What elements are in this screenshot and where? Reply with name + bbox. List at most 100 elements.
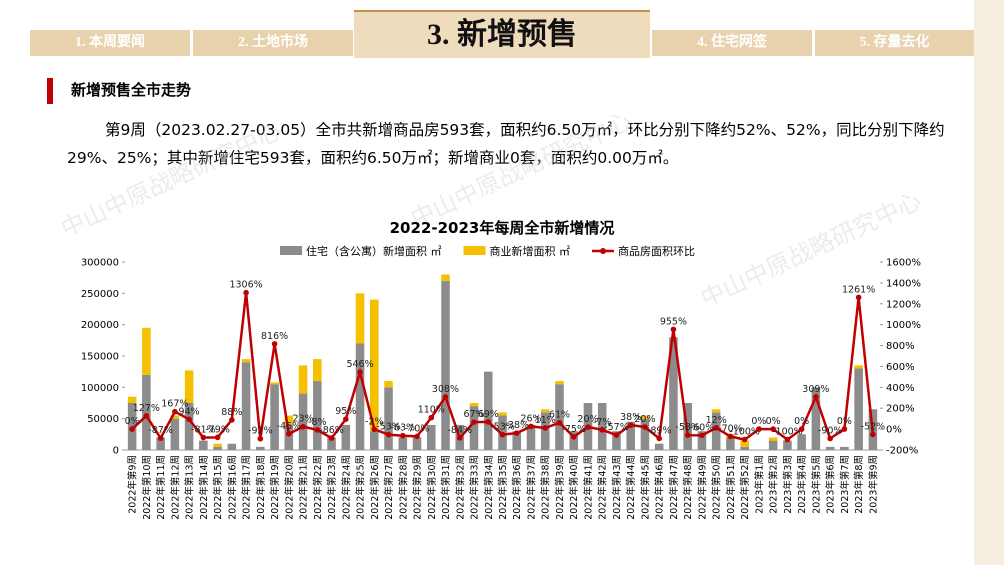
data-label: 20% xyxy=(634,414,655,425)
marker xyxy=(670,326,677,333)
bar xyxy=(768,440,778,450)
marker xyxy=(684,432,691,438)
data-label: 546% xyxy=(346,359,373,370)
data-label: 167% xyxy=(161,399,188,410)
x-tick-label: 2022年第47周 xyxy=(668,455,680,520)
y-tick-label: 200000 xyxy=(81,320,119,331)
bar xyxy=(740,446,749,450)
data-label: -81% xyxy=(191,425,216,436)
x-tick-label: 2022年第45周 xyxy=(639,455,651,520)
data-label: 95% xyxy=(335,406,356,417)
data-label: 110% xyxy=(418,405,445,416)
data-label: -60% xyxy=(690,422,715,433)
bar xyxy=(540,409,550,413)
y2-tick-label: 0% xyxy=(886,425,902,436)
bar xyxy=(298,365,308,394)
legend-label: 商业新增面积 ㎡ xyxy=(490,244,571,258)
bar xyxy=(156,437,165,450)
data-label: -52% xyxy=(861,422,886,433)
x-tick-label: 2023年第8周 xyxy=(853,455,865,514)
x-tick-label: 2022年第21周 xyxy=(298,455,310,520)
data-label: 12% xyxy=(706,415,727,426)
legend-swatch xyxy=(600,248,606,254)
data-label: -8% xyxy=(308,417,327,428)
y2-tick-label: 1400% xyxy=(886,278,921,289)
data-label: -70% xyxy=(405,423,430,434)
data-label: 955% xyxy=(660,316,687,327)
bar xyxy=(555,384,564,450)
marker xyxy=(613,432,620,438)
marker xyxy=(841,426,848,432)
data-label: 0% xyxy=(794,416,809,427)
tab[interactable]: 1. 本周要闻 xyxy=(30,30,190,56)
marker xyxy=(784,436,791,443)
x-tick-label: 2022年第15周 xyxy=(212,455,224,520)
data-label: -53% xyxy=(490,422,515,433)
marker xyxy=(471,419,477,425)
bar xyxy=(811,387,821,450)
bar xyxy=(398,437,408,450)
bar xyxy=(284,424,294,450)
marker xyxy=(172,408,178,415)
marker xyxy=(357,369,363,375)
bar xyxy=(498,412,507,416)
bar xyxy=(669,337,678,450)
x-tick-label: 2022年第18周 xyxy=(255,455,267,520)
x-tick-label: 2022年第17周 xyxy=(241,455,253,520)
legend-label: 商品房面积环比 xyxy=(618,244,695,258)
x-tick-label: 2022年第42周 xyxy=(597,455,609,520)
marker xyxy=(214,434,221,441)
x-tick-label: 2022年第38周 xyxy=(540,455,552,520)
bar xyxy=(127,396,137,403)
chart-title: 2022-2023年每周全市新增情况 xyxy=(390,219,615,237)
marker xyxy=(513,430,520,436)
tab[interactable]: 5. 存量去化 xyxy=(815,30,974,56)
marker xyxy=(414,433,420,440)
data-label: -53% xyxy=(376,422,401,433)
bar xyxy=(284,415,294,425)
bar xyxy=(483,371,493,450)
tab[interactable]: 2. 土地市场 xyxy=(193,30,353,56)
bar xyxy=(199,440,208,450)
marker xyxy=(243,289,249,296)
marker xyxy=(627,422,634,428)
marker xyxy=(798,426,805,432)
section-title: 新增预售全市走势 xyxy=(47,78,191,104)
bar xyxy=(298,393,308,450)
y-tick-label: 0 xyxy=(113,446,119,457)
marker xyxy=(727,433,734,440)
bar xyxy=(384,381,393,388)
y-tick-label: 100000 xyxy=(81,383,119,394)
bar xyxy=(612,431,621,450)
data-label: 94% xyxy=(179,406,200,417)
y-tick-label: 300000 xyxy=(81,258,119,269)
x-tick-label: 2022年第46周 xyxy=(654,455,666,520)
y-tick-label: 150000 xyxy=(81,352,119,363)
data-label: 23% xyxy=(293,414,314,425)
x-tick-label: 2022年第35周 xyxy=(497,455,509,520)
y2-tick-label: -200% xyxy=(886,446,918,457)
x-tick-label: 2022年第39周 xyxy=(554,455,566,520)
marker xyxy=(813,394,819,400)
bar xyxy=(142,327,151,375)
tab-active[interactable]: 3. 新增预售 xyxy=(354,10,650,58)
marker xyxy=(129,426,135,432)
data-label: -7% xyxy=(593,417,612,428)
y2-tick-label: 1600% xyxy=(886,258,921,269)
tab[interactable]: 4. 住宅网签 xyxy=(652,30,812,56)
bar xyxy=(313,381,322,450)
decor-stripe xyxy=(974,0,1004,565)
marker xyxy=(343,416,349,422)
data-label: -70% xyxy=(718,423,743,434)
data-label: 309% xyxy=(802,384,829,395)
bar xyxy=(427,424,436,450)
x-tick-label: 2023年第1周 xyxy=(753,455,765,514)
marker xyxy=(585,424,591,430)
data-label: 816% xyxy=(261,331,288,342)
y2-tick-label: 400% xyxy=(886,383,915,394)
data-label: -100% xyxy=(729,427,760,438)
bar xyxy=(341,424,351,450)
y2-tick-label: 600% xyxy=(886,362,915,373)
bar xyxy=(327,437,336,450)
bar xyxy=(441,280,450,450)
